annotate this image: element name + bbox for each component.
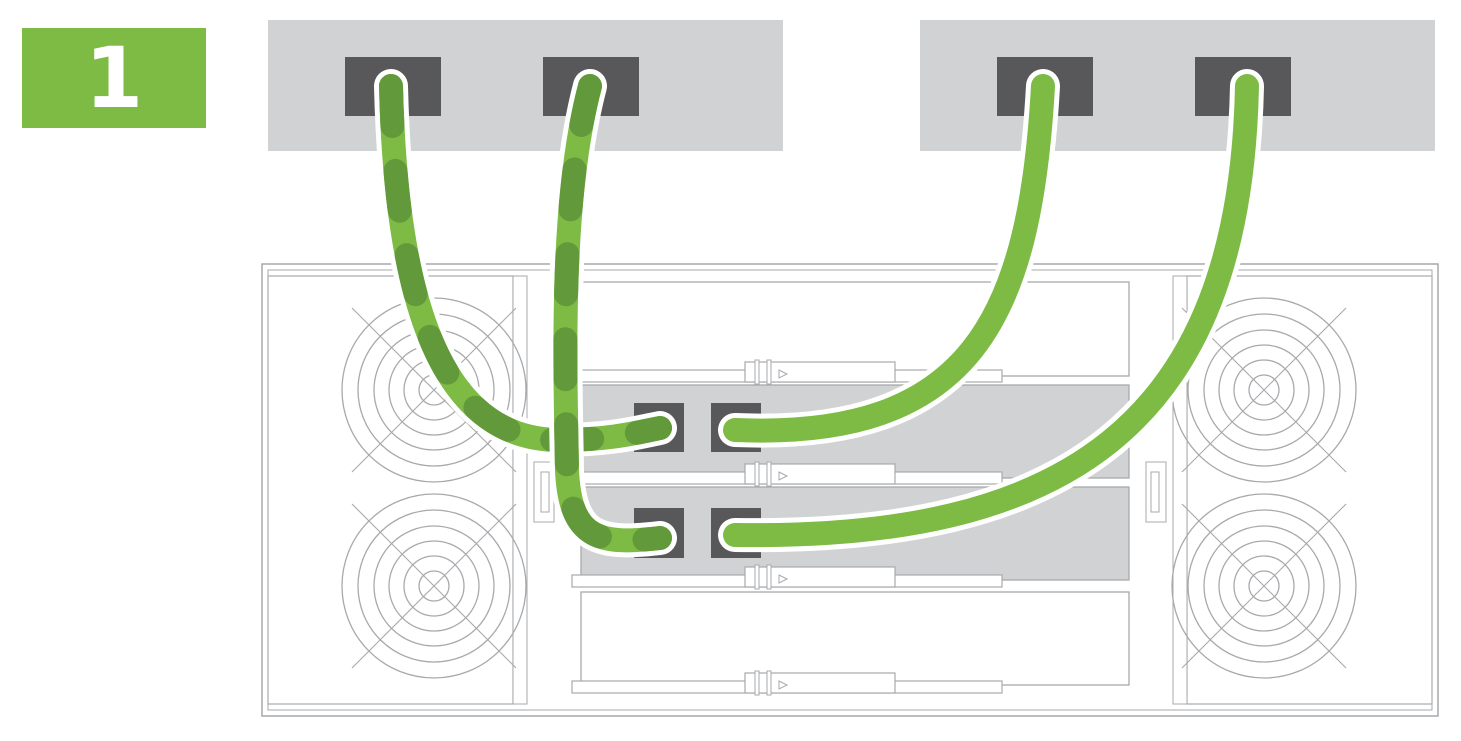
cable-4-icon xyxy=(723,74,1259,548)
step-badge: 1 xyxy=(22,28,206,128)
module-slot-4 xyxy=(580,591,1130,686)
cable-3-icon xyxy=(723,74,1055,443)
fan-module-left xyxy=(267,275,514,705)
fan-module-right xyxy=(1186,275,1433,705)
module-slot-1 xyxy=(580,281,1130,377)
step-badge-background xyxy=(22,28,206,128)
cables xyxy=(374,69,1264,558)
storage-enclosure xyxy=(261,263,1439,717)
step-number: 1 xyxy=(84,29,144,127)
